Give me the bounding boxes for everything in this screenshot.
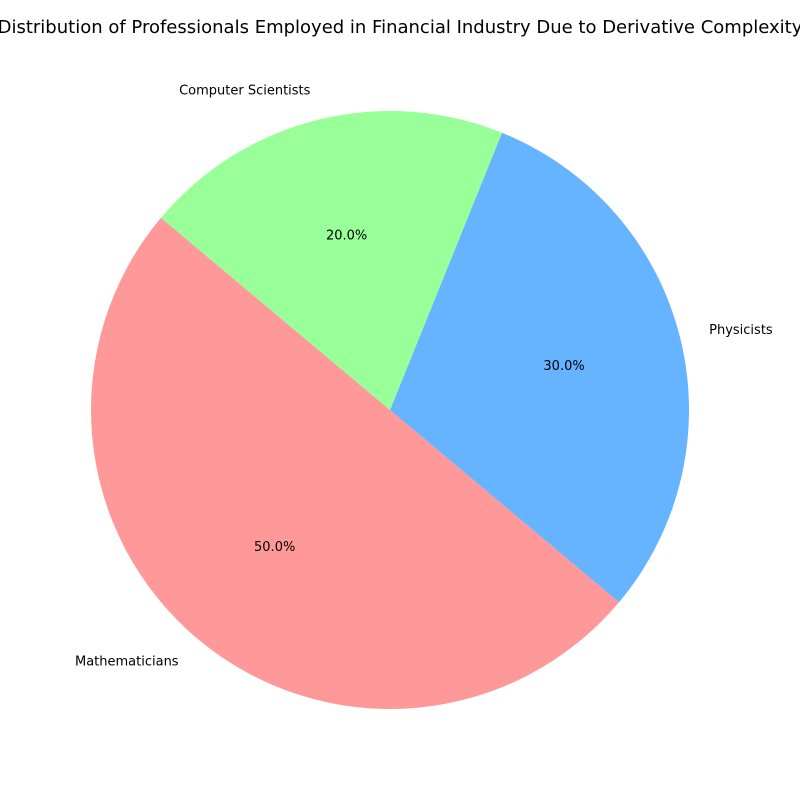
chart-title: Distribution of Professionals Employed i… — [0, 17, 800, 38]
pie-slice-physicists — [390, 132, 689, 603]
slice-category-label: Computer Scientists — [179, 83, 311, 98]
slice-percent-label: 50.0% — [254, 540, 295, 555]
slice-percent-label: 30.0% — [543, 359, 584, 374]
pie-slices — [91, 110, 689, 709]
pie-labels: 50.0% Mathematicians 30.0% Physicists 20.0% C… — [75, 83, 773, 669]
slice-category-label: Mathematicians — [75, 654, 179, 669]
slice-percent-label: 20.0% — [326, 228, 367, 243]
slice-category-label: Physicists — [709, 323, 773, 338]
pie-slice-mathematicians — [91, 217, 620, 709]
pie-slice-computer-scientists — [160, 110, 503, 410]
